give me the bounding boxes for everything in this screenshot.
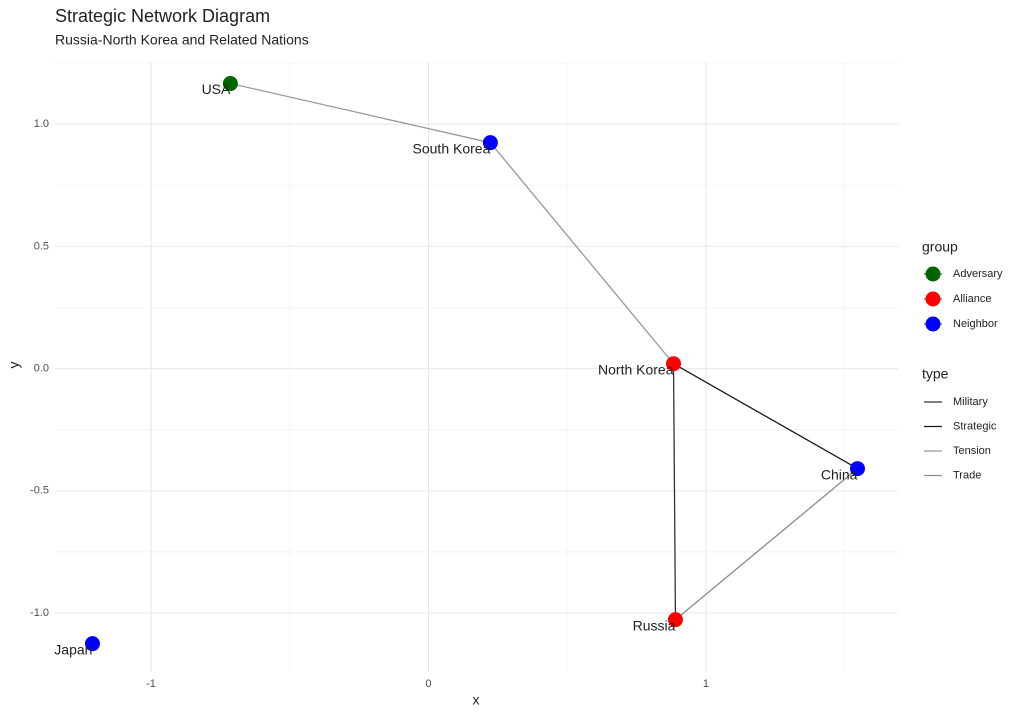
legend-label: Tension bbox=[953, 445, 991, 457]
y-tick-label: 0.0 bbox=[34, 362, 49, 374]
node-label: USA bbox=[202, 81, 231, 97]
edge bbox=[672, 363, 677, 620]
legend-key bbox=[925, 291, 941, 307]
x-tick-label: 1 bbox=[703, 678, 709, 690]
edge bbox=[675, 468, 858, 621]
legend-title: group bbox=[922, 239, 958, 255]
legend-label: Military bbox=[953, 396, 988, 408]
node bbox=[666, 356, 682, 372]
legend-title: type bbox=[922, 366, 949, 382]
node-label: Japan bbox=[54, 641, 92, 657]
node bbox=[222, 76, 238, 92]
node bbox=[667, 612, 683, 628]
node-label: North Korea bbox=[598, 361, 674, 377]
edge bbox=[489, 142, 675, 365]
x-axis-title: x bbox=[473, 692, 480, 708]
legend-label: Alliance bbox=[953, 293, 992, 305]
legend-key bbox=[925, 316, 941, 332]
y-tick-label: -1.0 bbox=[30, 607, 49, 619]
edge bbox=[230, 82, 491, 144]
chart-title: Strategic Network Diagram bbox=[55, 6, 270, 26]
y-tick-label: -0.5 bbox=[30, 485, 49, 497]
legend-label: Trade bbox=[953, 469, 981, 481]
y-tick-label: 0.5 bbox=[34, 240, 49, 252]
node-label: China bbox=[821, 466, 858, 482]
legend-key bbox=[925, 266, 941, 282]
x-tick-label: -1 bbox=[146, 678, 156, 690]
legend-label: Strategic bbox=[953, 420, 997, 432]
node-label: Russia bbox=[633, 617, 676, 633]
legend-label: Neighbor bbox=[953, 318, 998, 330]
node bbox=[849, 461, 865, 477]
node bbox=[482, 135, 498, 151]
y-tick-label: 1.0 bbox=[34, 118, 49, 130]
legend-label: Adversary bbox=[953, 268, 1003, 280]
node-label: South Korea bbox=[413, 140, 491, 156]
y-axis-title: y bbox=[6, 362, 22, 369]
node bbox=[84, 636, 100, 652]
chart-subtitle: Russia-North Korea and Related Nations bbox=[55, 32, 309, 48]
edge bbox=[673, 363, 858, 470]
x-tick-label: 0 bbox=[425, 678, 431, 690]
